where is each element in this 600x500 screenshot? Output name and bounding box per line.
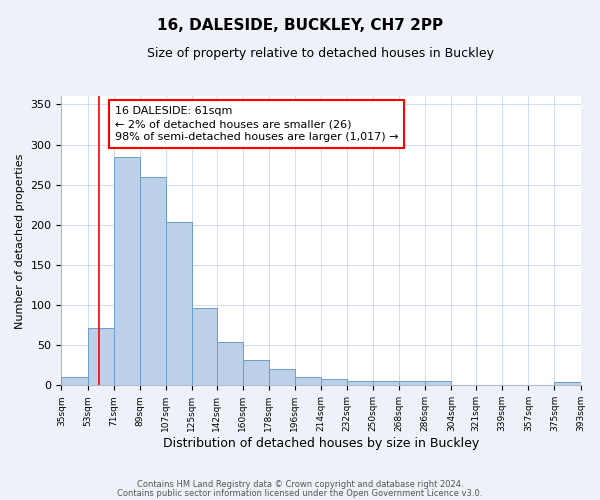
Text: 16 DALESIDE: 61sqm
← 2% of detached houses are smaller (26)
98% of semi-detached: 16 DALESIDE: 61sqm ← 2% of detached hous… [115, 106, 398, 142]
Bar [192, 308, 217, 386]
Bar [166, 222, 192, 386]
Bar [242, 360, 269, 386]
Bar [140, 176, 166, 386]
X-axis label: Distribution of detached houses by size in Buckley: Distribution of detached houses by size … [163, 437, 479, 450]
Y-axis label: Number of detached properties: Number of detached properties [15, 153, 25, 328]
Bar [373, 382, 399, 386]
Bar [399, 382, 425, 386]
Text: Contains public sector information licensed under the Open Government Licence v3: Contains public sector information licen… [118, 488, 482, 498]
Text: 16, DALESIDE, BUCKLEY, CH7 2PP: 16, DALESIDE, BUCKLEY, CH7 2PP [157, 18, 443, 32]
Bar [113, 156, 140, 386]
Text: Contains HM Land Registry data © Crown copyright and database right 2024.: Contains HM Land Registry data © Crown c… [137, 480, 463, 489]
Bar [61, 378, 88, 386]
Bar [321, 379, 347, 386]
Bar [217, 342, 242, 386]
Bar [295, 378, 321, 386]
Bar [88, 328, 113, 386]
Bar [347, 382, 373, 386]
Bar [554, 382, 581, 386]
Bar [269, 370, 295, 386]
Bar [425, 382, 451, 386]
Title: Size of property relative to detached houses in Buckley: Size of property relative to detached ho… [148, 48, 494, 60]
